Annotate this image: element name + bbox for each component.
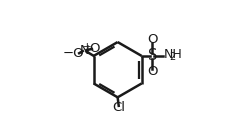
Text: Cl: Cl	[112, 101, 125, 114]
Text: S: S	[148, 48, 157, 63]
Text: N: N	[80, 44, 90, 57]
Text: +: +	[83, 42, 92, 51]
Text: −O: −O	[63, 47, 85, 60]
Text: 2: 2	[170, 52, 176, 63]
Text: NH: NH	[163, 48, 182, 61]
Text: O: O	[147, 33, 158, 47]
Text: O: O	[147, 65, 158, 78]
Text: O: O	[89, 42, 99, 55]
